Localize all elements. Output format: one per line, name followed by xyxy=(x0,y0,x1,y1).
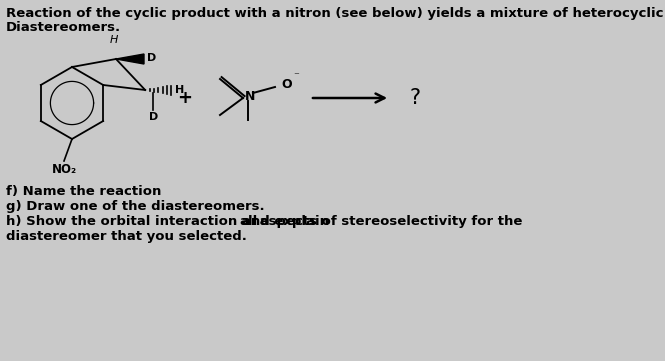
Text: +: + xyxy=(178,89,192,107)
Text: f) Name the reaction: f) Name the reaction xyxy=(6,185,162,198)
Text: diastereomer that you selected.: diastereomer that you selected. xyxy=(6,230,247,243)
Text: Reaction of the cyclic product with a nitron (see below) yields a mixture of het: Reaction of the cyclic product with a ni… xyxy=(6,7,664,20)
Text: H: H xyxy=(175,85,184,95)
Text: D: D xyxy=(147,53,156,63)
Text: ?: ? xyxy=(410,88,420,108)
Text: O: O xyxy=(281,78,292,91)
Text: ⁻: ⁻ xyxy=(293,71,299,81)
Text: Diastereomers.: Diastereomers. xyxy=(6,21,121,34)
Text: NO₂: NO₂ xyxy=(51,163,76,176)
Text: N: N xyxy=(245,90,255,103)
Text: all: all xyxy=(239,215,257,228)
Text: D: D xyxy=(148,112,158,122)
Text: H: H xyxy=(110,35,118,45)
Text: aspects of stereoselectivity for the: aspects of stereoselectivity for the xyxy=(255,215,523,228)
Polygon shape xyxy=(116,54,144,64)
Text: h) Show the orbital interaction and explain: h) Show the orbital interaction and expl… xyxy=(6,215,334,228)
Text: g) Draw one of the diastereomers.: g) Draw one of the diastereomers. xyxy=(6,200,265,213)
